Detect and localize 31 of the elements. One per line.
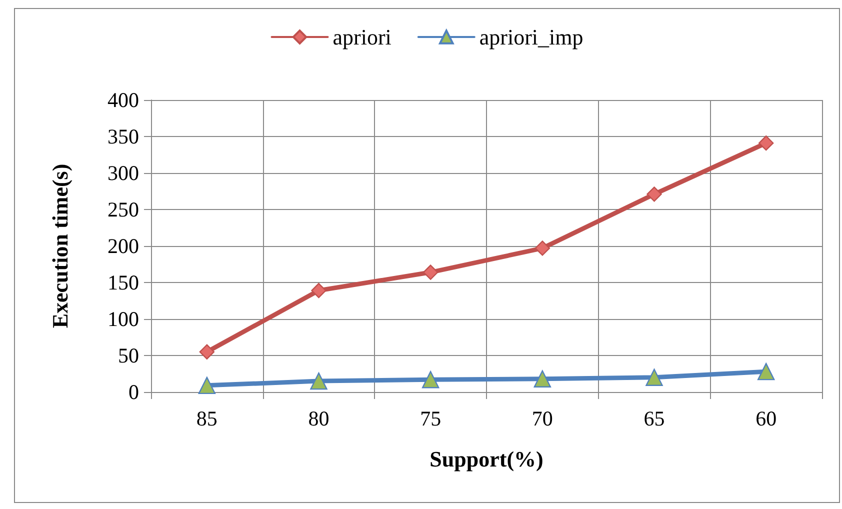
y-tick-label: 150	[108, 270, 139, 294]
y-tick-label: 250	[108, 198, 139, 222]
point	[646, 186, 662, 202]
x-axis-title: Support(%)	[430, 446, 544, 472]
point	[311, 282, 326, 298]
y-tick-label: 0	[128, 380, 139, 404]
y-tick-label: 200	[108, 234, 139, 258]
point	[646, 368, 663, 386]
point	[422, 264, 438, 280]
x-tick-label: 65	[644, 406, 665, 430]
x-tick-label: 80	[308, 406, 330, 430]
y-tick-label: 350	[108, 124, 139, 148]
point	[757, 362, 775, 380]
point	[534, 370, 552, 388]
y-tick-label: 50	[118, 344, 139, 368]
point	[422, 370, 440, 388]
legend-label: apriori	[332, 24, 392, 50]
x-tick-label: 70	[532, 406, 553, 430]
x-tick-label: 75	[420, 406, 442, 430]
y-tick-label: 100	[108, 307, 139, 331]
point	[310, 372, 328, 390]
y-axis-title: Execution time(s)	[48, 164, 72, 328]
y-tick-label: 300	[108, 161, 139, 185]
point	[199, 344, 215, 360]
point	[198, 376, 216, 394]
point	[534, 240, 550, 256]
x-tick-label: 60	[756, 406, 777, 430]
y-tick-label: 400	[108, 88, 139, 112]
x-tick-label: 85	[196, 406, 218, 430]
point	[758, 135, 774, 151]
legend-label: apriori_imp	[479, 24, 584, 50]
